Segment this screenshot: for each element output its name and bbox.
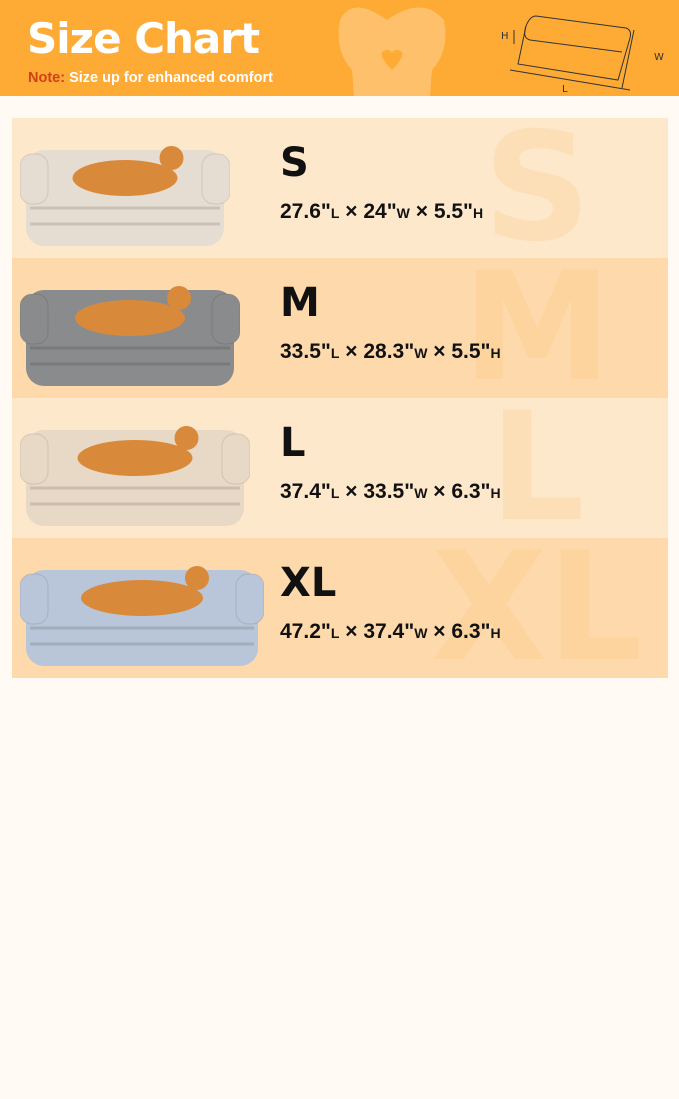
header-banner: Size Chart Note: Size up for enhanced co… xyxy=(0,0,679,96)
dimension-part: 47.2" xyxy=(280,620,331,643)
size-watermark: XL xyxy=(431,521,643,695)
dimension-part: 6.3" xyxy=(451,620,491,643)
dimension-part: H xyxy=(472,205,484,221)
size-label: S xyxy=(280,140,309,186)
dimension-part: 33.5" xyxy=(280,340,331,363)
size-row-xl: XL XL 47.2"L × 37.4"W × 6.3"H xyxy=(12,533,668,683)
size-row-l: L L 37.4"L × 33.5"W × 6.3"H xyxy=(12,393,668,543)
size-row-s: S S 27.6"L × 24"W × 5.5"H xyxy=(12,113,668,263)
dimension-part: 6.3" xyxy=(451,480,491,503)
dimension-part: 37.4" xyxy=(363,620,415,643)
dimension-part: × xyxy=(339,480,364,503)
dimension-part: W xyxy=(414,345,428,361)
dimension-part: × xyxy=(339,200,364,223)
dimension-part: H xyxy=(490,345,501,361)
note-text: Size up for enhanced comfort xyxy=(65,70,273,86)
dimension-part: 33.5" xyxy=(363,480,415,503)
dimension-part: × xyxy=(427,620,452,643)
dimension-part: 28.3" xyxy=(363,340,415,363)
dimension-part: 37.4" xyxy=(280,480,331,503)
dimension-part: 27.6" xyxy=(280,200,331,223)
dimension-part: L xyxy=(330,345,340,361)
dimension-part: × xyxy=(409,200,434,223)
size-label: XL xyxy=(280,560,337,606)
diagram-l-label: L xyxy=(562,84,568,95)
size-label: L xyxy=(280,420,306,466)
size-dimensions: 33.5"L × 28.3"W × 5.5"H xyxy=(280,340,501,364)
dimension-part: × xyxy=(427,480,452,503)
dog-bed-image xyxy=(20,286,240,386)
dimension-part: × xyxy=(339,620,364,643)
dimension-part: 5.5" xyxy=(451,340,491,363)
dimension-part: H xyxy=(490,625,501,641)
bed-dimension-diagram-icon: H W L xyxy=(501,15,664,95)
diagram-w-label: W xyxy=(654,52,664,63)
size-dimensions: 27.6"L × 24"W × 5.5"H xyxy=(280,200,483,224)
dog-silhouette-icon xyxy=(338,7,446,96)
size-watermark: M xyxy=(462,241,612,415)
dimension-part: × xyxy=(339,340,364,363)
size-row-m: M M 33.5"L × 28.3"W × 5.5"H xyxy=(12,253,668,403)
dimension-part: L xyxy=(330,205,340,221)
dimension-part: L xyxy=(330,485,340,501)
dimension-part: H xyxy=(490,485,501,501)
dog-bed-image xyxy=(20,146,230,246)
note-label: Note: xyxy=(28,70,66,86)
dog-bed-image xyxy=(20,426,250,526)
size-rows: S S 27.6"L × 24"W × 5.5"H M M 33.5"L × 2… xyxy=(12,113,668,683)
size-dimensions: 37.4"L × 33.5"W × 6.3"H xyxy=(280,480,501,504)
dimension-part: L xyxy=(330,625,340,641)
dimension-part: 5.5" xyxy=(433,200,473,223)
dimension-part: × xyxy=(427,340,452,363)
note: Note: Size up for enhanced comfort xyxy=(28,70,273,86)
dimension-part: W xyxy=(396,205,410,221)
dog-bed-image xyxy=(20,566,264,666)
size-watermark: L xyxy=(489,381,585,555)
size-label: M xyxy=(280,280,320,326)
dimension-part: W xyxy=(414,625,428,641)
size-watermark: S xyxy=(482,101,592,275)
size-dimensions: 47.2"L × 37.4"W × 6.3"H xyxy=(280,620,501,644)
dimension-part: W xyxy=(414,485,428,501)
diagram-h-label: H xyxy=(501,31,509,42)
dimension-part: 24" xyxy=(363,200,397,223)
page-title: Size Chart xyxy=(27,14,260,63)
